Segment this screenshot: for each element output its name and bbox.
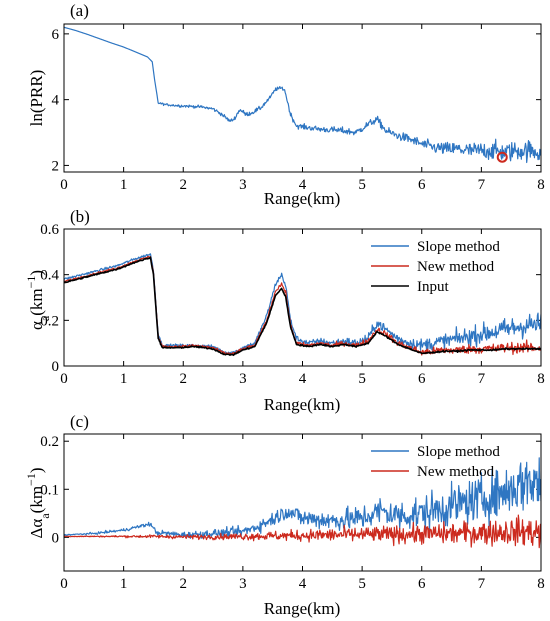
x-tick-label-a-1: 1 [120,177,128,193]
x-tick-label-c-2: 2 [180,576,188,592]
x-axis-label-a: Range(km) [264,189,340,208]
x-tick-label-c-4: 4 [299,576,307,592]
series-line-c-slope [64,457,541,539]
x-tick-label-c-3: 3 [239,576,247,592]
y-tick-label-b-1: 0.2 [40,313,59,329]
y-tick-label-a-1: 4 [52,93,60,109]
legend-label-c-new: New method [417,464,495,480]
y-tick-label-b-3: 0.6 [40,222,59,238]
x-tick-label-c-5: 5 [358,576,366,592]
x-tick-label-b-3: 3 [239,371,247,387]
legend-label-c-slope: Slope method [417,444,500,460]
x-tick-label-a-7: 7 [478,177,486,193]
y-axis-label-b: αa(km−1) [24,270,52,330]
series-line-c-new [64,514,541,549]
panel-label-a: (a) [70,1,89,20]
y-tick-label-a-2: 6 [52,27,60,43]
x-tick-label-b-4: 4 [299,371,307,387]
x-tick-label-b-8: 8 [537,371,545,387]
y-tick-label-c-0: 0 [52,530,60,546]
x-tick-label-a-4: 4 [299,177,307,193]
panel-label-b: (b) [70,207,90,226]
x-tick-label-a-0: 0 [60,177,68,193]
legend-label-b-new: New method [417,259,495,275]
y-tick-label-b-2: 0.4 [40,268,59,284]
annotation-circle-marker [496,151,508,163]
x-tick-label-c-1: 1 [120,576,128,592]
y-axis-label-c: Δαa(km−1) [24,467,52,538]
x-tick-label-b-2: 2 [180,371,188,387]
x-tick-label-b-5: 5 [358,371,366,387]
series-line-b-input [64,256,541,357]
x-axis-label-b: Range(km) [264,395,340,414]
x-tick-label-b-0: 0 [60,371,68,387]
y-tick-label-c-2: 0.2 [40,434,59,450]
y-tick-label-b-0: 0 [52,359,60,375]
y-tick-label-a-0: 2 [52,158,60,174]
series-line-b-slope [64,253,541,355]
x-tick-label-b-1: 1 [120,371,128,387]
plot-frame-b [63,228,542,367]
legend-c: Slope method New method [371,444,500,480]
x-tick-label-a-5: 5 [358,177,366,193]
x-tick-label-a-2: 2 [180,177,188,193]
x-tick-label-a-6: 6 [418,177,426,193]
series-line-a-prr [64,26,541,164]
y-tick-label-c-1: 0.1 [40,482,59,498]
x-tick-label-b-7: 7 [478,371,486,387]
x-tick-label-c-0: 0 [60,576,68,592]
legend-label-b-input: Input [417,279,449,295]
panel-b: (b) αa(km−1) Range(km) 0 1 2 3 4 5 6 7 8 0 0.2 0.4 0… [24,207,545,414]
x-tick-label-a-8: 8 [537,177,545,193]
panel-a: (a) ln(PRR) Range(km) 0 1 2 3 4 5 6 7 8 2 4 6 [27,1,545,208]
plot-frame-c [63,433,542,572]
y-axis-label-a: ln(PRR) [27,70,46,127]
x-tick-label-c-6: 6 [418,576,426,592]
x-tick-label-c-7: 7 [478,576,486,592]
x-axis-label-c: Range(km) [264,599,340,618]
x-tick-label-c-8: 8 [537,576,545,592]
legend-label-b-slope: Slope method [417,239,500,255]
plot-frame-a [63,23,542,173]
x-tick-label-a-3: 3 [239,177,247,193]
x-tick-label-b-6: 6 [418,371,426,387]
legend-b: Slope method New method Input [371,239,500,295]
panel-label-c: (c) [70,412,89,431]
panel-c: (c) Δαa(km−1) Range(km) 0 1 2 3 4 5 6 7 8 0 0.1 0.2… [24,412,545,618]
